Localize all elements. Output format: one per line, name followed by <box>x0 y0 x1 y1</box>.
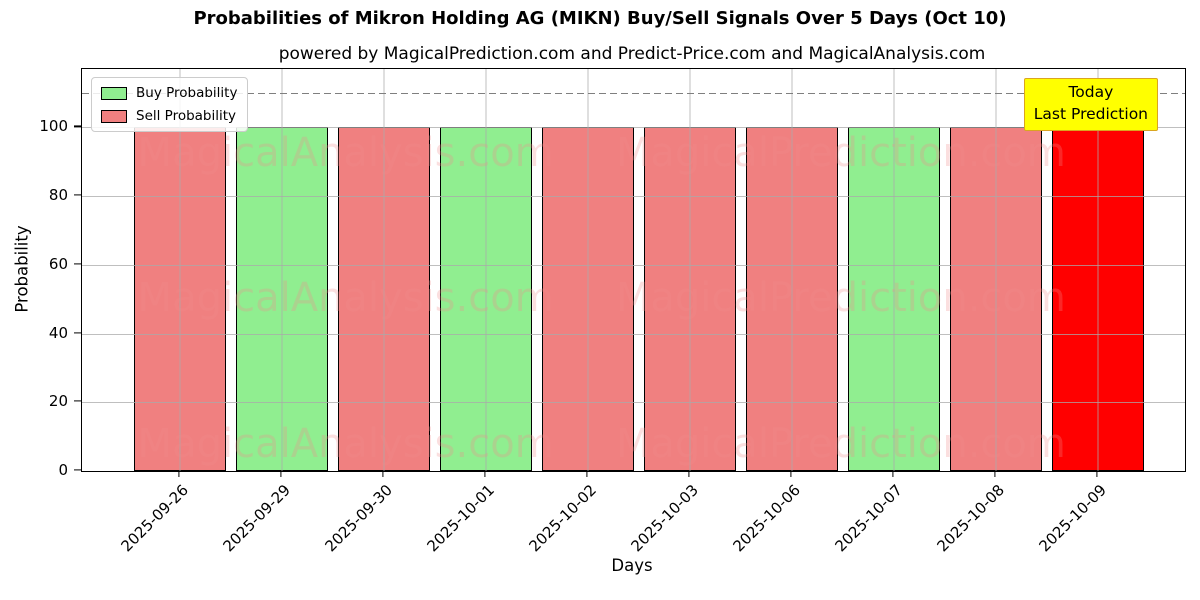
x-axis-label: Days <box>611 556 653 575</box>
x-tick-label: 2025-09-29 <box>219 481 294 556</box>
sell-swatch-icon <box>101 109 127 123</box>
x-tick-label: 2025-09-26 <box>117 481 192 556</box>
x-gridline <box>689 69 691 471</box>
y-tick-mark <box>74 194 81 196</box>
x-gridline <box>179 69 181 471</box>
x-tick-mark <box>586 470 588 477</box>
y-tick-mark <box>74 331 81 334</box>
x-tick-label: 2025-10-03 <box>627 481 702 556</box>
legend-item-buy: Buy Probability <box>101 85 237 101</box>
x-tick-mark <box>994 470 996 477</box>
x-gridline <box>995 69 997 471</box>
x-gridline <box>791 69 793 471</box>
watermark-magicalprediction: MagicalPrediction.com <box>615 130 1066 177</box>
x-tick-mark <box>178 470 180 477</box>
x-tick-mark <box>892 470 894 477</box>
x-tick-label: 2025-10-09 <box>1035 481 1110 556</box>
legend-item-sell: Sell Probability <box>101 108 237 124</box>
x-tick-mark <box>790 470 792 477</box>
threshold-dashed-line <box>82 93 1185 95</box>
x-tick-label: 2025-10-01 <box>423 481 498 556</box>
x-tick-label: 2025-10-06 <box>729 481 804 556</box>
x-tick-label: 2025-10-08 <box>933 481 1008 556</box>
x-tick-mark <box>382 470 384 477</box>
watermark-magicalanalysis: MagicalAnalysis.com <box>137 421 554 468</box>
y-tick-label: 60 <box>48 254 68 273</box>
x-gridline <box>383 69 385 471</box>
x-tick-label: 2025-10-07 <box>831 481 906 556</box>
legend-buy-label: Buy Probability <box>136 85 238 101</box>
y-gridline <box>82 333 1185 335</box>
x-gridline <box>1097 69 1099 471</box>
watermark-magicalanalysis: MagicalAnalysis.com <box>137 130 554 177</box>
chart-subtitle: powered by MagicalPrediction.com and Pre… <box>278 44 986 64</box>
x-gridline <box>893 69 895 471</box>
x-tick-mark <box>1096 470 1098 477</box>
today-annotation-line1: Today <box>1068 83 1114 101</box>
x-gridline <box>281 69 283 471</box>
x-gridline <box>485 69 487 471</box>
legend-sell-label: Sell Probability <box>136 108 237 124</box>
plot-area: Buy Probability Sell Probability Today L… <box>81 68 1186 472</box>
x-gridline <box>587 69 589 471</box>
y-tick-mark <box>74 263 81 265</box>
y-tick-mark <box>74 400 81 402</box>
legend: Buy Probability Sell Probability <box>91 77 249 132</box>
y-gridline <box>82 402 1185 404</box>
chart-title: Probabilities of Mikron Holding AG (MIKN… <box>193 8 1007 29</box>
y-tick-mark <box>74 125 81 127</box>
y-gridline <box>82 264 1185 266</box>
x-tick-mark <box>484 470 486 477</box>
y-gridline <box>82 196 1185 198</box>
watermark-magicalprediction: MagicalPrediction.com <box>615 421 1066 468</box>
y-tick-label: 100 <box>39 117 68 136</box>
y-tick-label: 80 <box>48 186 68 205</box>
x-tick-mark <box>688 470 690 477</box>
y-tick-label: 40 <box>48 323 68 342</box>
x-tick-label: 2025-10-02 <box>525 481 600 556</box>
watermark-magicalprediction: MagicalPrediction.com <box>615 275 1066 322</box>
y-tick-label: 20 <box>48 392 68 411</box>
watermark-magicalanalysis: MagicalAnalysis.com <box>137 275 554 322</box>
y-tick-mark <box>74 469 81 471</box>
buy-swatch-icon <box>101 86 127 100</box>
x-tick-label: 2025-09-30 <box>321 481 396 556</box>
y-gridline <box>82 127 1185 129</box>
today-annotation-line2: Last Prediction <box>1033 105 1148 124</box>
x-tick-mark <box>280 470 282 477</box>
today-annotation: Today Last Prediction <box>1023 78 1158 131</box>
y-tick-label: 0 <box>58 461 68 479</box>
